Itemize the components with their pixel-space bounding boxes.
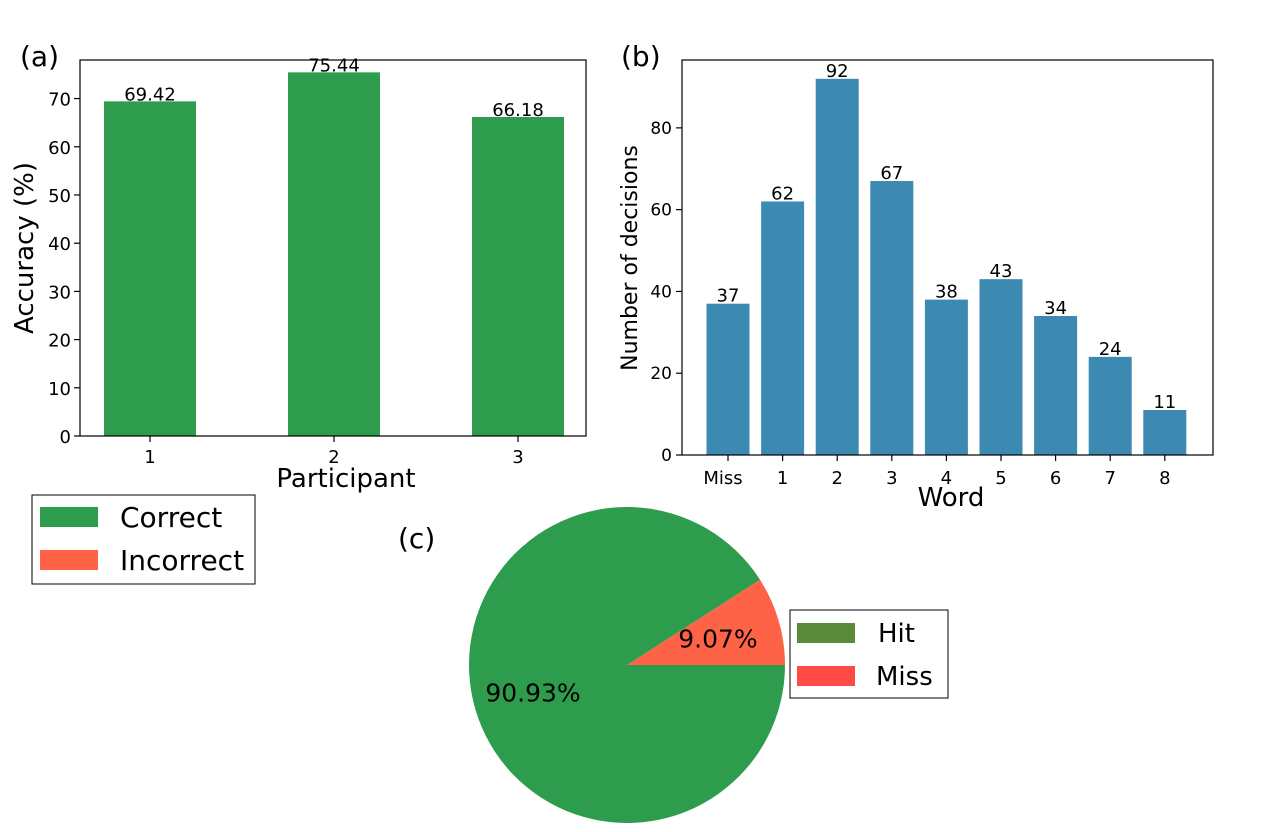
panel-b-bar-2 xyxy=(815,78,859,456)
panel-b-x-tick-label: 7 xyxy=(1104,468,1115,489)
panel-a-y-axis: 0 10 20 30 40 50 60 70 xyxy=(48,90,80,448)
legend-hit-swatch xyxy=(797,623,855,643)
panel-b-bar-value-Miss: 37 xyxy=(717,286,740,307)
panel-b-bar-Miss xyxy=(706,303,750,455)
panel-b-bar-4 xyxy=(924,299,968,455)
panel-b-x-axis: Miss 1 2 3 4 5 6 7 8 xyxy=(703,455,1171,489)
pie-slice-hit xyxy=(469,506,785,823)
panel-b-y-axis: 0 20 40 60 80 xyxy=(650,119,682,466)
panel-a-y-tick-label: 60 xyxy=(48,138,71,159)
panel-b-y-tick-label: 80 xyxy=(650,119,672,139)
panel-c-label: (c) xyxy=(398,522,435,555)
panel-b-x-tick-label: 1 xyxy=(777,468,788,489)
panel-b-bar-value-8: 11 xyxy=(1153,392,1176,413)
panel-b-y-axis-title: Number of decisions xyxy=(618,145,643,371)
panel-c-legend: Hit Miss xyxy=(789,609,949,699)
panel-a-x-axis-title: Participant xyxy=(276,464,415,494)
panel-a-x-axis: 1 2 3 xyxy=(144,436,524,468)
panel-c-hit-miss-pie: (c) 9.07% 90.93% xyxy=(398,506,785,823)
panel-a-bars: 69.42 75.44 66.18 xyxy=(104,55,564,437)
panel-a-y-tick-label: 20 xyxy=(48,331,71,352)
legend-hit-label: Hit xyxy=(878,619,915,649)
panel-b-bar-value-7: 24 xyxy=(1099,339,1122,360)
panel-a-bar-value-3: 66.18 xyxy=(492,100,544,121)
pie-slice-miss xyxy=(627,579,785,665)
pie-label-hit: 90.93% xyxy=(485,679,580,708)
panel-b-bar-5 xyxy=(979,279,1023,455)
legend-miss-label: Miss xyxy=(876,662,933,692)
panel-a-y-tick-label: 0 xyxy=(60,427,71,448)
panel-b-bar-value-2: 92 xyxy=(826,61,849,82)
panel-b-x-tick-label: Miss xyxy=(703,468,742,489)
panel-b-x-axis-title: Word xyxy=(918,483,985,513)
legend-correct-swatch xyxy=(40,507,98,527)
panel-b-bar-value-3: 67 xyxy=(880,163,903,184)
panel-a-bar-1 xyxy=(104,101,196,437)
panel-b-y-tick-label: 40 xyxy=(650,282,672,302)
panel-a-y-tick-label: 10 xyxy=(48,379,71,400)
panel-b-bar-1 xyxy=(761,201,805,455)
panel-a-bar-3 xyxy=(472,116,564,437)
panel-a-bar-value-2: 75.44 xyxy=(308,55,360,76)
panel-b-bar-8 xyxy=(1143,410,1187,455)
panel-a-plot-frame xyxy=(79,59,587,437)
panel-a-bar-value-1: 69.42 xyxy=(124,84,176,105)
panel-b-bar-value-5: 43 xyxy=(990,261,1013,282)
panel-b-bar-value-6: 34 xyxy=(1044,298,1067,319)
panel-b-x-tick-label: 3 xyxy=(886,468,897,489)
panel-a-x-tick-label: 2 xyxy=(328,447,339,468)
panel-b-bar-value-4: 38 xyxy=(935,282,958,303)
panel-a-y-tick-label: 50 xyxy=(48,186,71,207)
panel-b-x-tick-label: 6 xyxy=(1050,468,1061,489)
legend-incorrect-swatch xyxy=(40,550,98,570)
panel-a-x-tick-label: 3 xyxy=(512,447,523,468)
legend-incorrect-label: Incorrect xyxy=(120,544,244,577)
panel-a-y-tick-label: 30 xyxy=(48,282,71,303)
panel-a-label: (a) xyxy=(20,40,59,73)
panel-c-pie: 9.07% 90.93% xyxy=(469,506,785,823)
panel-b-x-tick-label: 5 xyxy=(995,468,1006,489)
panel-b-y-tick-label: 20 xyxy=(650,364,672,384)
panel-a-y-tick-label: 40 xyxy=(48,234,71,255)
panel-b-y-tick-label: 60 xyxy=(650,201,672,221)
legend-miss-swatch xyxy=(797,666,855,686)
panel-a-y-tick-label: 70 xyxy=(48,90,71,111)
panel-b-label: (b) xyxy=(621,40,661,73)
panel-a-bar-2 xyxy=(288,72,380,436)
panel-b-x-tick-label: 2 xyxy=(831,468,842,489)
panel-b-bar-value-1: 62 xyxy=(771,183,794,204)
panel-b-bar-6 xyxy=(1034,315,1078,455)
panel-a-x-tick-label: 1 xyxy=(144,447,155,468)
panel-b-bars: 37 62 92 67 38 43 34 24 11 xyxy=(706,61,1187,456)
legend-correct-label: Correct xyxy=(120,501,222,534)
panel-a-legend: Correct Incorrect xyxy=(31,494,256,585)
panel-b-plot-frame xyxy=(681,59,1214,456)
panel-b-x-tick-label: 8 xyxy=(1159,468,1170,489)
pie-label-miss: 9.07% xyxy=(678,624,757,653)
panel-b-y-tick-label: 0 xyxy=(661,446,672,466)
panel-a-y-axis-title: Accuracy (%) xyxy=(10,162,40,334)
panel-b-x-tick-label: 4 xyxy=(941,468,952,489)
panel-b-bar-7 xyxy=(1088,356,1132,455)
panel-b-bar-3 xyxy=(870,181,914,455)
